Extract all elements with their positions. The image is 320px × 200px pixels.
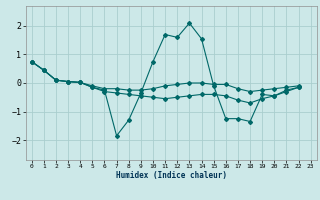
X-axis label: Humidex (Indice chaleur): Humidex (Indice chaleur) xyxy=(116,171,227,180)
